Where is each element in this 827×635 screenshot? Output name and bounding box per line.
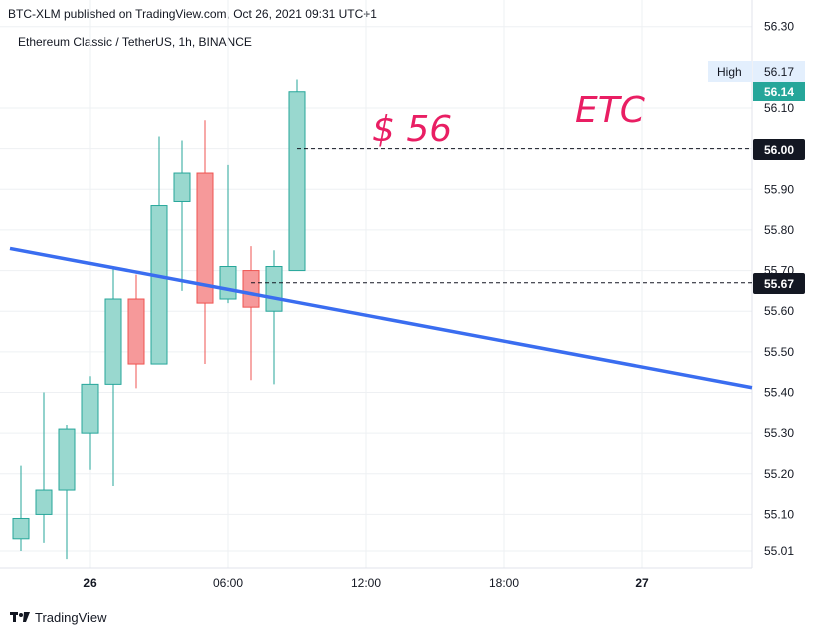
time-tick-label: 06:00 bbox=[213, 576, 243, 590]
price-tick-label: 55.80 bbox=[764, 223, 794, 237]
trendline[interactable] bbox=[9, 246, 753, 390]
candle[interactable] bbox=[150, 136, 168, 365]
line-56-label: 56.00 bbox=[764, 143, 794, 157]
candle-body bbox=[219, 266, 237, 300]
candle[interactable] bbox=[196, 120, 214, 365]
candle[interactable] bbox=[58, 425, 76, 560]
time-tick-label: 27 bbox=[635, 576, 649, 590]
time-tick-label: 12:00 bbox=[351, 576, 381, 590]
price-tick-label: 55.60 bbox=[764, 304, 794, 318]
trendline-line[interactable] bbox=[9, 246, 753, 390]
candle[interactable] bbox=[242, 246, 260, 381]
price-tick-label: 55.20 bbox=[764, 467, 794, 481]
high-label-box bbox=[708, 61, 752, 82]
symbol-title: Ethereum Classic / TetherUS, 1h, BINANCE bbox=[18, 35, 252, 49]
time-tick-label: 26 bbox=[83, 576, 97, 590]
candle-body bbox=[288, 91, 306, 272]
candle[interactable] bbox=[288, 79, 306, 272]
line-5567-box bbox=[753, 273, 805, 294]
tradingview-logo-icon bbox=[10, 611, 30, 624]
price-annotation[interactable]: $ 56 bbox=[372, 109, 452, 150]
price-tick-label: 55.50 bbox=[764, 345, 794, 359]
price-tick-label: 55.90 bbox=[764, 182, 794, 196]
line-5567-label: 55.67 bbox=[764, 277, 794, 291]
candle-body bbox=[104, 298, 122, 385]
high-value-box bbox=[753, 61, 805, 82]
candle[interactable] bbox=[81, 376, 99, 470]
price-axis-ticks: 55.0155.1055.2055.3055.4055.5055.6055.70… bbox=[764, 20, 794, 558]
line-56-box bbox=[753, 139, 805, 160]
last-price-box bbox=[753, 82, 805, 101]
candle-body bbox=[35, 489, 53, 515]
price-tick-label: 55.01 bbox=[764, 544, 794, 558]
publish-info: BTC-XLM published on TradingView.com, Oc… bbox=[8, 7, 377, 21]
candle-body bbox=[150, 205, 168, 365]
high-value-label: 56.17 bbox=[764, 65, 794, 79]
tradingview-logo-text: TradingView bbox=[35, 610, 107, 625]
candle[interactable] bbox=[265, 250, 283, 385]
time-tick-label: 18:00 bbox=[489, 576, 519, 590]
price-tick-label: 55.40 bbox=[764, 385, 794, 399]
horizontal-lines bbox=[251, 148, 752, 284]
high-label: High bbox=[717, 65, 742, 79]
candle[interactable] bbox=[219, 164, 237, 304]
candle[interactable] bbox=[35, 392, 53, 543]
candle[interactable] bbox=[12, 465, 30, 551]
candle[interactable] bbox=[173, 140, 191, 291]
last-price-label: 56.14 bbox=[764, 85, 794, 99]
candle-body bbox=[81, 383, 99, 434]
ticker-annotation[interactable]: ETC bbox=[575, 90, 646, 131]
candle-body bbox=[242, 270, 260, 308]
candle-body bbox=[265, 266, 283, 312]
price-tick-label: 55.30 bbox=[764, 426, 794, 440]
price-tick-label: 56.30 bbox=[764, 20, 794, 34]
candle-body bbox=[58, 428, 76, 491]
candle-body bbox=[127, 298, 145, 365]
footer-branding[interactable]: TradingView bbox=[10, 610, 107, 625]
candle-body bbox=[12, 517, 30, 540]
candle[interactable] bbox=[127, 274, 145, 389]
candle-body bbox=[173, 172, 191, 202]
candle-body bbox=[196, 172, 214, 304]
candles bbox=[12, 79, 306, 560]
price-tick-label: 55.10 bbox=[764, 507, 794, 521]
time-axis-ticks: 26 06:00 12:00 18:00 27 bbox=[83, 576, 649, 590]
price-tick-label: 56.10 bbox=[764, 101, 794, 115]
candle[interactable] bbox=[104, 266, 122, 486]
